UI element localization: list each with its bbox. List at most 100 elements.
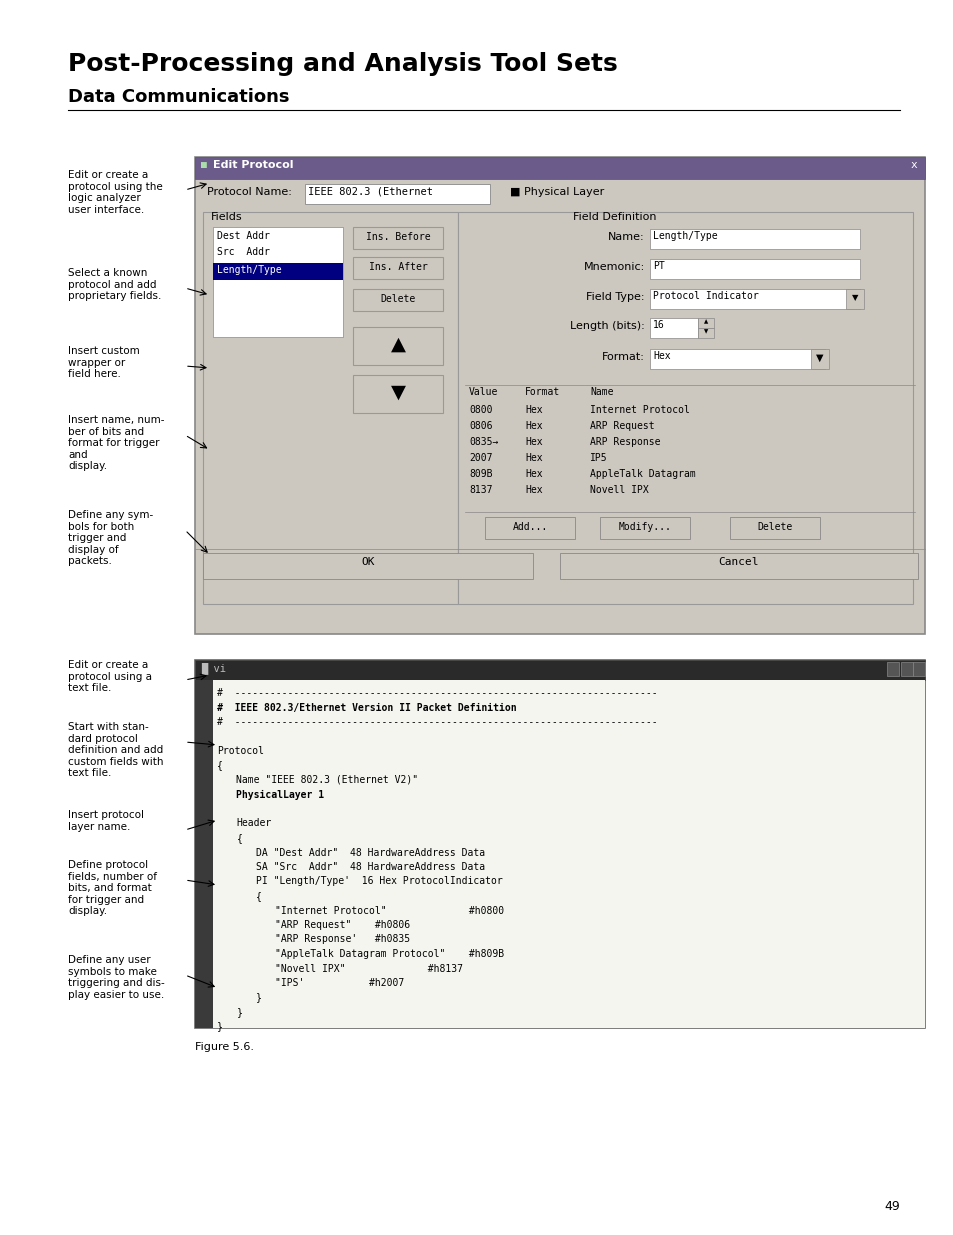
Text: IEEE 802.3 (Ethernet: IEEE 802.3 (Ethernet [308, 186, 433, 196]
Text: Novell IPX: Novell IPX [589, 485, 648, 495]
Text: }: } [236, 1007, 242, 1016]
Bar [698, 317, 713, 329]
Text: Delete: Delete [380, 294, 416, 304]
Text: PT: PT [652, 261, 664, 270]
Bar [213, 680, 924, 1028]
Bar [698, 329, 713, 338]
Text: Name "IEEE 802.3 (Ethernet V2)": Name "IEEE 802.3 (Ethernet V2)" [236, 776, 418, 785]
Text: ▲: ▲ [390, 335, 405, 354]
Bar [194, 157, 924, 179]
Text: Start with stan-
dard protocol
definition and add
custom fields with
text file.: Start with stan- dard protocol definitio… [68, 722, 163, 778]
Text: ▲: ▲ [703, 319, 707, 324]
Text: 0806: 0806 [469, 421, 492, 431]
Text: ▼: ▼ [703, 329, 707, 333]
Text: Insert protocol
layer name.: Insert protocol layer name. [68, 810, 144, 831]
Text: Hex: Hex [524, 437, 542, 447]
Text: ▼: ▼ [390, 383, 405, 403]
Text: ARP Response: ARP Response [589, 437, 659, 447]
Text: Length (bits):: Length (bits): [570, 321, 644, 331]
Text: Format:: Format: [601, 352, 644, 362]
Bar [649, 289, 859, 309]
Text: Hex: Hex [524, 469, 542, 479]
Text: {: { [216, 761, 223, 771]
Bar [845, 289, 863, 309]
Bar [203, 212, 457, 604]
Bar [194, 680, 213, 1028]
Text: Cancel: Cancel [718, 557, 759, 567]
Bar [559, 553, 917, 579]
Bar [353, 227, 442, 249]
Bar [649, 350, 824, 369]
Text: Define any user
symbols to make
triggering and dis-
play easier to use.: Define any user symbols to make triggeri… [68, 955, 165, 1000]
Text: 809B: 809B [469, 469, 492, 479]
Text: Insert custom
wrapper or
field here.: Insert custom wrapper or field here. [68, 346, 139, 379]
Bar [194, 659, 924, 680]
Text: PI "Length/Type'  16 Hex ProtocolIndicator: PI "Length/Type' 16 Hex ProtocolIndicato… [255, 877, 502, 887]
Text: }: } [255, 993, 262, 1003]
Text: ■: ■ [201, 161, 207, 170]
Text: ▼: ▼ [851, 293, 858, 303]
Text: Figure 5.6.: Figure 5.6. [194, 1042, 253, 1052]
Text: Protocol: Protocol [216, 746, 264, 756]
Text: SA "Src  Addr"  48 HardwareAddress Data: SA "Src Addr" 48 HardwareAddress Data [255, 862, 485, 872]
Text: Add...: Add... [512, 522, 547, 532]
Text: 0800: 0800 [469, 405, 492, 415]
Text: Dest Addr: Dest Addr [216, 231, 270, 241]
Text: Length/Type: Length/Type [216, 266, 281, 275]
Text: Modify...: Modify... [618, 522, 671, 532]
Text: "AppleTalk Datagram Protocol"    #h809B: "AppleTalk Datagram Protocol" #h809B [275, 948, 504, 960]
Text: Define protocol
fields, number of
bits, and format
for trigger and
display.: Define protocol fields, number of bits, … [68, 860, 157, 916]
Text: Internet Protocol: Internet Protocol [589, 405, 689, 415]
Bar [900, 662, 912, 676]
Text: ARP Request: ARP Request [589, 421, 654, 431]
Text: Hex: Hex [652, 351, 670, 361]
Bar [194, 659, 924, 1028]
Text: Field Definition: Field Definition [573, 212, 656, 222]
Bar [649, 228, 859, 249]
Bar [457, 212, 912, 604]
Text: ■ Physical Layer: ■ Physical Layer [510, 186, 603, 198]
Text: Ins. Before: Ins. Before [365, 232, 430, 242]
Text: Src  Addr: Src Addr [216, 247, 270, 257]
Text: Field Type:: Field Type: [586, 291, 644, 303]
Text: Header: Header [236, 819, 272, 829]
Text: Data Communications: Data Communications [68, 88, 289, 106]
Bar [810, 350, 828, 369]
Text: 49: 49 [883, 1200, 899, 1213]
Text: Delete: Delete [757, 522, 792, 532]
Text: Select a known
protocol and add
proprietary fields.: Select a known protocol and add propriet… [68, 268, 161, 301]
Bar [649, 317, 698, 338]
Text: 16: 16 [652, 320, 664, 330]
Bar [203, 553, 533, 579]
Text: Hex: Hex [524, 453, 542, 463]
Bar [484, 517, 575, 538]
Text: █ vi: █ vi [201, 662, 226, 674]
Text: Fields: Fields [211, 212, 242, 222]
Text: Ins. After: Ins. After [368, 262, 427, 272]
Bar [886, 662, 898, 676]
Text: IP5: IP5 [589, 453, 607, 463]
Text: PhysicalLayer 1: PhysicalLayer 1 [236, 789, 324, 799]
Text: Hex: Hex [524, 421, 542, 431]
Text: Mnemonic:: Mnemonic: [583, 262, 644, 272]
Text: 0835→: 0835→ [469, 437, 497, 447]
Text: x: x [910, 161, 917, 170]
Text: #  ------------------------------------------------------------------------: # --------------------------------------… [216, 718, 657, 727]
Text: AppleTalk Datagram: AppleTalk Datagram [589, 469, 695, 479]
Text: #  IEEE 802.3/Ethernet Version II Packet Definition: # IEEE 802.3/Ethernet Version II Packet … [216, 703, 517, 713]
Text: Edit Protocol: Edit Protocol [213, 161, 294, 170]
Bar [729, 517, 820, 538]
Text: Edit or create a
protocol using the
logic analyzer
user interface.: Edit or create a protocol using the logi… [68, 170, 163, 215]
Text: Name:: Name: [608, 232, 644, 242]
Text: "ARP Request"    #h0806: "ARP Request" #h0806 [275, 920, 410, 930]
Text: Length/Type: Length/Type [652, 231, 717, 241]
Text: "Internet Protocol"              #h0800: "Internet Protocol" #h0800 [275, 905, 504, 915]
Bar [353, 257, 442, 279]
Bar [213, 263, 343, 280]
Text: Hex: Hex [524, 405, 542, 415]
Text: {: { [236, 832, 242, 844]
Text: "IPS'           #h2007: "IPS' #h2007 [275, 978, 404, 988]
Text: ▼: ▼ [816, 353, 822, 363]
Bar [649, 259, 859, 279]
Text: OK: OK [361, 557, 375, 567]
